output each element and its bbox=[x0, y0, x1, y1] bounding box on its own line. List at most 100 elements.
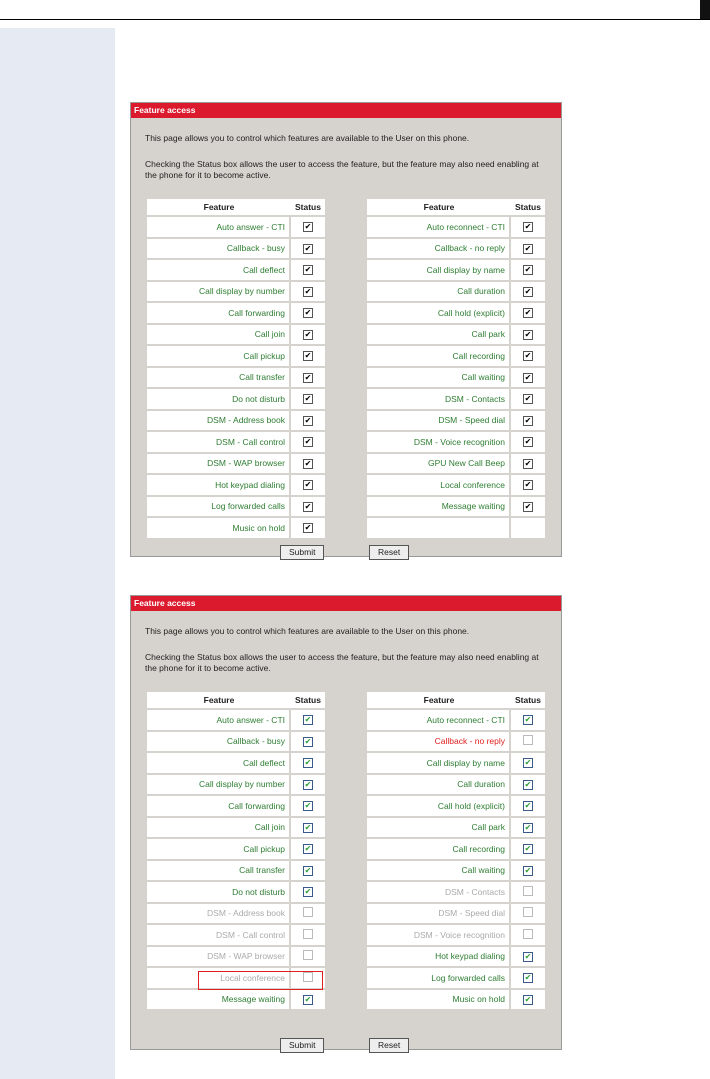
feature-name: Callback - busy bbox=[147, 731, 291, 751]
status-checkbox[interactable] bbox=[303, 928, 313, 939]
status-checkbox[interactable] bbox=[523, 735, 533, 746]
status-checkbox[interactable]: ✔ bbox=[303, 329, 313, 340]
status-checkbox[interactable]: ✔ bbox=[303, 243, 313, 254]
status-checkbox[interactable]: ✔ bbox=[303, 480, 313, 491]
status-checkbox[interactable]: ✔ bbox=[523, 265, 533, 276]
status-checkbox[interactable]: ✔ bbox=[303, 351, 313, 362]
table-row: Log forwarded calls ✔ bbox=[147, 496, 325, 516]
status-checkbox[interactable]: ✔ bbox=[523, 501, 533, 512]
status-checkbox[interactable]: ✔ bbox=[523, 308, 533, 319]
feature-name: Hot keypad dialing bbox=[147, 475, 291, 495]
table-row: DSM - Address book ✔ bbox=[147, 410, 325, 430]
feature-name: Call deflect bbox=[147, 260, 291, 280]
status-checkbox[interactable]: ✔ bbox=[303, 994, 313, 1005]
status-checkbox[interactable]: ✔ bbox=[303, 844, 313, 855]
status-checkbox[interactable]: ✔ bbox=[523, 779, 533, 790]
table-row: Message waiting ✔ bbox=[367, 496, 545, 516]
table-row: Call pickup ✔ bbox=[147, 839, 325, 859]
status-checkbox[interactable]: ✔ bbox=[523, 994, 533, 1005]
status-checkbox[interactable] bbox=[523, 907, 533, 918]
status-checkbox[interactable]: ✔ bbox=[303, 822, 313, 833]
note-text: Checking the Status box allows the user … bbox=[145, 159, 539, 180]
intro-text: This page allows you to control which fe… bbox=[145, 626, 470, 636]
feature-name: Log forwarded calls bbox=[147, 496, 291, 516]
submit-button[interactable]: Submit bbox=[280, 545, 325, 560]
status-checkbox[interactable]: ✔ bbox=[523, 329, 533, 340]
feature-name: Message waiting bbox=[367, 496, 511, 516]
status-checkbox[interactable]: ✔ bbox=[523, 243, 533, 254]
status-checkbox[interactable]: ✔ bbox=[523, 351, 533, 362]
status-checkbox[interactable]: ✔ bbox=[303, 308, 313, 319]
table-row: Callback - no reply ✔ bbox=[367, 238, 545, 258]
feature-name: Call hold (explicit) bbox=[367, 303, 511, 323]
status-checkbox[interactable]: ✔ bbox=[303, 758, 313, 769]
status-checkbox[interactable] bbox=[303, 971, 313, 982]
status-checkbox[interactable]: ✔ bbox=[303, 715, 313, 726]
status-checkbox[interactable]: ✔ bbox=[523, 286, 533, 297]
status-checkbox[interactable]: ✔ bbox=[523, 458, 533, 469]
feature-access-screenshot-1: Feature access This page allows you to c… bbox=[130, 102, 562, 560]
panel-title: Feature access bbox=[131, 596, 561, 611]
status-checkbox[interactable]: ✔ bbox=[303, 265, 313, 276]
status-checkbox[interactable]: ✔ bbox=[303, 779, 313, 790]
feature-name: Local conference bbox=[147, 968, 291, 988]
table-row: Call duration ✔ bbox=[367, 774, 545, 794]
feature-name: Callback - no reply bbox=[367, 731, 511, 751]
status-checkbox[interactable]: ✔ bbox=[303, 801, 313, 812]
table-row: Call join ✔ bbox=[147, 817, 325, 837]
status-checkbox[interactable]: ✔ bbox=[523, 844, 533, 855]
status-checkbox[interactable]: ✔ bbox=[523, 480, 533, 491]
feature-name: Call display by number bbox=[147, 774, 291, 794]
table-row: Do not disturb ✔ bbox=[147, 882, 325, 902]
feature-name: DSM - Contacts bbox=[367, 389, 511, 409]
status-checkbox[interactable]: ✔ bbox=[303, 865, 313, 876]
status-checkbox[interactable] bbox=[523, 885, 533, 896]
status-checkbox[interactable]: ✔ bbox=[523, 951, 533, 962]
status-checkbox[interactable]: ✔ bbox=[303, 286, 313, 297]
reset-button[interactable]: Reset bbox=[369, 1038, 410, 1053]
feature-name: Call duration bbox=[367, 774, 511, 794]
feature-name: Call join bbox=[147, 324, 291, 344]
submit-button[interactable]: Submit bbox=[280, 1038, 325, 1053]
reset-button[interactable]: Reset bbox=[369, 545, 410, 560]
feature-name bbox=[367, 518, 511, 538]
status-checkbox[interactable]: ✔ bbox=[523, 394, 533, 405]
status-checkbox[interactable] bbox=[303, 907, 313, 918]
status-checkbox[interactable]: ✔ bbox=[523, 973, 533, 984]
status-checkbox[interactable]: ✔ bbox=[303, 222, 313, 233]
feature-name: Call recording bbox=[367, 839, 511, 859]
feature-name: Call transfer bbox=[147, 860, 291, 880]
feature-table-right: Feature Status Auto reconnect - CTI ✔ Callba… bbox=[367, 197, 545, 540]
feature-name: Call waiting bbox=[367, 367, 511, 387]
feature-table-right: Feature Status Auto reconnect - CTI ✔ Callba… bbox=[367, 690, 545, 1011]
status-checkbox[interactable]: ✔ bbox=[523, 822, 533, 833]
status-checkbox[interactable]: ✔ bbox=[303, 736, 313, 747]
status-checkbox[interactable]: ✔ bbox=[523, 372, 533, 383]
status-checkbox[interactable]: ✔ bbox=[523, 715, 533, 726]
status-checkbox[interactable]: ✔ bbox=[523, 758, 533, 769]
status-checkbox[interactable]: ✔ bbox=[303, 372, 313, 383]
feature-name: Message waiting bbox=[147, 989, 291, 1009]
status-checkbox[interactable]: ✔ bbox=[523, 415, 533, 426]
table-row: Log forwarded calls ✔ bbox=[367, 968, 545, 988]
feature-header: Feature bbox=[147, 692, 291, 708]
status-checkbox[interactable]: ✔ bbox=[303, 887, 313, 898]
status-checkbox[interactable]: ✔ bbox=[303, 437, 313, 448]
status-checkbox[interactable] bbox=[303, 950, 313, 961]
status-checkbox[interactable]: ✔ bbox=[303, 523, 313, 534]
status-checkbox[interactable]: ✔ bbox=[303, 394, 313, 405]
status-checkbox[interactable]: ✔ bbox=[523, 222, 533, 233]
table-row: DSM - Call control bbox=[147, 925, 325, 945]
status-checkbox[interactable] bbox=[523, 928, 533, 939]
status-checkbox[interactable]: ✔ bbox=[523, 801, 533, 812]
table-row: Call deflect ✔ bbox=[147, 753, 325, 773]
status-checkbox[interactable]: ✔ bbox=[523, 437, 533, 448]
status-checkbox[interactable]: ✔ bbox=[303, 458, 313, 469]
table-row: Local conference bbox=[147, 968, 325, 988]
feature-name: Call pickup bbox=[147, 346, 291, 366]
status-checkbox[interactable]: ✔ bbox=[303, 501, 313, 512]
feature-name: Call park bbox=[367, 817, 511, 837]
status-checkbox[interactable]: ✔ bbox=[523, 865, 533, 876]
status-checkbox[interactable]: ✔ bbox=[303, 415, 313, 426]
feature-name: DSM - WAP browser bbox=[147, 946, 291, 966]
